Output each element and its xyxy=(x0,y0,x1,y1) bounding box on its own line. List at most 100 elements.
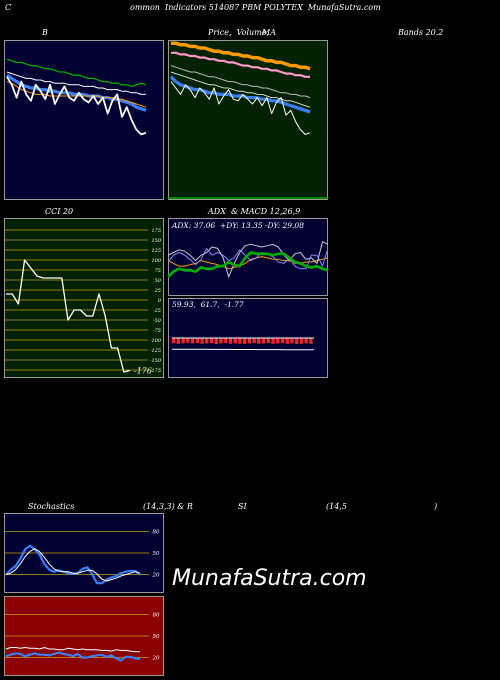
macd-histogram-bar xyxy=(214,338,218,345)
macd-histogram-bar xyxy=(238,338,242,344)
ma-blue-line xyxy=(169,75,311,114)
cci-tick-label: 25 xyxy=(154,288,161,294)
adx-macd-title: ADX & MACD 12,26,9 xyxy=(208,207,301,216)
cci-tick-label: -25 xyxy=(153,308,161,314)
ma-grey-line xyxy=(170,65,311,99)
header-title: ommon Indicators 514087 PBM POLYTEX Muna… xyxy=(130,3,381,12)
macd-histogram-bar xyxy=(243,338,247,345)
rsi-tick-label: 80 xyxy=(153,612,160,618)
macd-histogram-bar xyxy=(205,338,209,344)
adx-line xyxy=(168,251,328,278)
macd-histogram-bar xyxy=(309,338,313,344)
cci-tick-label: 75 xyxy=(155,268,161,274)
macd-histogram-bar xyxy=(172,338,176,344)
macd-histogram-bar xyxy=(190,338,195,344)
mdi-line xyxy=(168,241,328,278)
macd-histogram-bar xyxy=(233,338,237,344)
macd-values: 59.93, 61.7, -1.77 xyxy=(172,300,244,309)
cci-tick-label: 125 xyxy=(151,248,161,254)
macd-histogram-bar xyxy=(195,338,199,344)
bb-middle-line xyxy=(6,71,146,95)
stoch-params: (14,3,3) & R xyxy=(143,502,193,511)
macd-histogram-bar xyxy=(209,338,214,344)
price-title-c: Bands 20.2 xyxy=(398,28,444,37)
rsi-title: SI xyxy=(238,502,247,511)
cci-tick-label: -50 xyxy=(153,318,162,324)
rsi-close: ) xyxy=(434,502,438,511)
macd-histogram-bar xyxy=(266,338,270,344)
macd-panel: 59.93, 61.7, -1.77 xyxy=(168,298,328,378)
rsi-chart: 80 50 20 xyxy=(4,596,164,676)
adx-chart xyxy=(168,218,328,296)
macd-line xyxy=(172,348,314,351)
adx-panel: ADX: 37.06 +DY: 13.35 -DY: 29.08 xyxy=(168,218,328,296)
price-panel xyxy=(168,40,328,200)
macd-histogram-bar xyxy=(295,338,299,345)
cci-tick-label: 100 xyxy=(151,258,161,264)
price-title-a: Price, Volume, xyxy=(208,28,270,37)
stoch-tick-label: 20 xyxy=(152,573,160,579)
stoch-title: Stochastics xyxy=(28,502,75,511)
macd-histogram-bar xyxy=(176,338,180,344)
mfi-line xyxy=(5,651,141,662)
bb-upper-line xyxy=(6,58,147,88)
cci-last-value: -176 xyxy=(134,366,152,375)
macd-histogram-bar xyxy=(247,338,251,344)
bb-chart xyxy=(4,40,164,200)
stoch-chart: 80 50 20 xyxy=(4,513,164,593)
rsi-params: (14,5 xyxy=(326,502,347,511)
macd-histogram-bar xyxy=(304,338,308,344)
panel-background xyxy=(4,218,164,378)
macd-histogram-bar xyxy=(252,338,256,344)
stoch-d-line xyxy=(5,548,141,582)
macd-histogram-bar xyxy=(290,338,294,344)
ma-orange-line xyxy=(171,41,311,71)
bb-title: B xyxy=(42,28,48,37)
cci-tick-label: 50 xyxy=(155,278,162,284)
watermark: MunafaSutra.com xyxy=(172,566,367,591)
macd-histogram-bar xyxy=(228,338,233,344)
cci-tick-label: -125 xyxy=(150,348,161,354)
macd-histogram-bar xyxy=(276,338,280,344)
ma-white-line xyxy=(170,71,311,108)
bb-panel xyxy=(4,40,164,200)
header-c: C xyxy=(5,3,12,12)
panel-background xyxy=(168,40,328,200)
rsi-tick-label: 20 xyxy=(152,656,160,662)
stoch-panel: 80 50 20 xyxy=(4,513,164,593)
macd-histogram-bar xyxy=(186,338,190,343)
rsi-line xyxy=(5,647,140,653)
cci-panel: 175 150 125 100 75 50 25 0 -25 -50 -75 -100 -125 -150… xyxy=(4,218,164,378)
cci-chart: 175 150 125 100 75 50 25 0 -25 -50 -75 -100 -125 -150… xyxy=(4,218,164,378)
stoch-tick-label: 50 xyxy=(153,551,160,557)
macd-histogram-bar xyxy=(257,338,261,344)
cci-tick-label: 175 xyxy=(151,228,161,234)
cci-tick-label: 0 xyxy=(158,298,162,304)
adx-aux-line xyxy=(168,247,328,270)
macd-histogram-bar xyxy=(224,338,228,344)
stoch-k-line xyxy=(5,544,141,585)
adx-values: ADX: 37.06 +DY: 13.35 -DY: 29.08 xyxy=(172,221,304,230)
macd-histogram-bar xyxy=(261,338,266,344)
bb-average-line xyxy=(6,73,147,112)
bb-close-line xyxy=(6,76,147,136)
price-chart xyxy=(168,40,328,200)
price-title-b: MA xyxy=(262,28,276,37)
macd-histogram-bar xyxy=(299,338,304,344)
cci-tick-label: -150 xyxy=(150,358,162,364)
cci-tick-label: -100 xyxy=(150,338,162,344)
cci-title: CCI 20 xyxy=(45,207,74,216)
macd-histogram-bar xyxy=(285,338,289,344)
macd-chart xyxy=(168,298,328,378)
macd-histogram-bar xyxy=(280,338,285,344)
macd-histogram-bar xyxy=(181,338,185,344)
cci-line xyxy=(6,259,131,373)
ma-pink-line xyxy=(171,51,310,78)
rsi-tick-label: 50 xyxy=(153,634,160,640)
price-close-line xyxy=(170,81,311,135)
cci-tick-label: 150 xyxy=(151,238,161,244)
macd-histogram-bar xyxy=(200,338,204,344)
macd-histogram-bar xyxy=(271,338,275,344)
stoch-tick-label: 80 xyxy=(153,529,160,535)
cci-tick-label: -75 xyxy=(153,328,161,334)
